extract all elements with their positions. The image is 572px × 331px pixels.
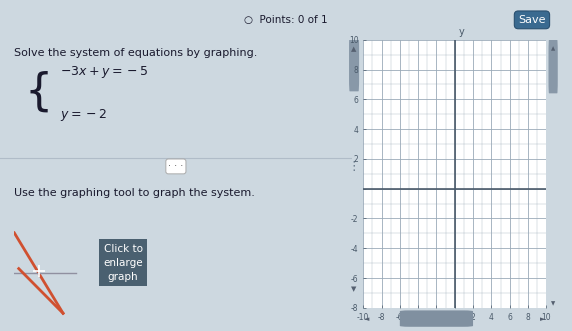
Text: {: { xyxy=(25,71,53,114)
Text: Use the graphing tool to graph the system.: Use the graphing tool to graph the syste… xyxy=(14,188,255,198)
FancyBboxPatch shape xyxy=(400,310,473,327)
Text: Save: Save xyxy=(518,15,546,25)
Text: ▲: ▲ xyxy=(351,46,357,52)
Text: ►: ► xyxy=(540,315,545,322)
Text: ⋮: ⋮ xyxy=(348,160,360,173)
Text: $y = -2$: $y = -2$ xyxy=(60,108,107,123)
Text: · · ·: · · · xyxy=(168,162,184,171)
Text: y: y xyxy=(458,27,464,37)
Text: ○  Points: 0 of 1: ○ Points: 0 of 1 xyxy=(244,15,328,25)
Text: Solve the system of equations by graphing.: Solve the system of equations by graphin… xyxy=(14,48,257,59)
Text: Click to
enlarge
graph: Click to enlarge graph xyxy=(104,244,143,282)
Text: ▼: ▼ xyxy=(351,286,357,292)
Text: ◄: ◄ xyxy=(364,315,370,322)
Text: ▼: ▼ xyxy=(551,301,555,306)
Text: $-3x + y = -5$: $-3x + y = -5$ xyxy=(60,64,148,80)
Text: ▲: ▲ xyxy=(551,47,555,52)
FancyBboxPatch shape xyxy=(549,40,558,93)
FancyBboxPatch shape xyxy=(349,34,359,91)
